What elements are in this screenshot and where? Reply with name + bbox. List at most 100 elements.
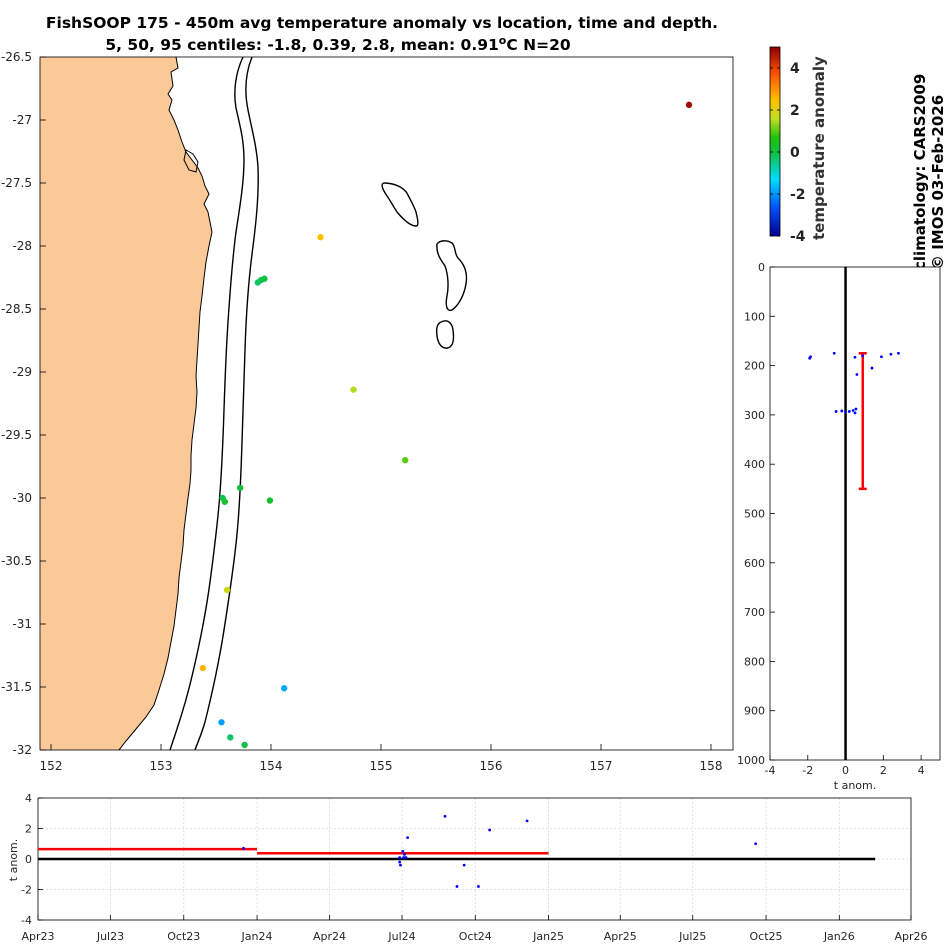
map-y-tick-label: -28.5 <box>1 302 32 316</box>
profile-y-tick-label: 1000 <box>737 754 765 767</box>
profile-x-tick-label: -4 <box>765 764 776 777</box>
profile-axes: -4 -2 0 2 4 0 100 200 300 400 500 600 700 800 900 1000 <box>737 261 925 777</box>
profile-point <box>851 409 855 412</box>
time-series-panel: Apr23 Jul23 Oct23 Jan24 Apr24 Jul24 Oct24 Jan25… <box>7 792 928 943</box>
profile-point <box>861 354 864 358</box>
timeseries-x-tick-label: Oct24 <box>459 930 492 943</box>
timeseries-axes: Apr23 Jul23 Oct23 Jan24 Apr24 Jul24 Oct24 Jan25… <box>21 792 927 943</box>
timeseries-x-tick-label: Apr25 <box>604 930 637 943</box>
colorbar-tick-label: 0 <box>790 145 800 161</box>
profile-axes-frame <box>769 266 941 761</box>
isobath-outer <box>194 57 259 750</box>
map-x-axis: 152 153 154 155 156 157 158 <box>40 744 723 773</box>
profile-point <box>880 355 883 359</box>
profile-y-tick-label: 100 <box>744 310 765 323</box>
map-x-tick-label: 157 <box>590 759 613 773</box>
timeseries-y-tick-label: -2 <box>21 884 32 897</box>
timeseries-x-tick-label: Jan25 <box>532 930 564 943</box>
map-point <box>317 233 324 241</box>
map-point <box>281 685 288 692</box>
chart-title-line1: FishSOOP 175 - 450m avg temperature anom… <box>46 14 718 32</box>
timeseries-x-tick-label: Apr23 <box>21 930 54 943</box>
seamount-outline-1 <box>381 182 419 227</box>
profile-x-tick-label: -2 <box>802 764 813 777</box>
map-y-tick-label: -29.5 <box>1 428 32 442</box>
seamount-outline-2 <box>436 240 468 312</box>
profile-point <box>897 351 900 355</box>
timeseries-x-tick-label: Oct23 <box>167 930 200 943</box>
profile-y-tick-label: 800 <box>744 655 765 668</box>
timeseries-point <box>242 846 245 850</box>
timeseries-y-tick-label: -4 <box>21 914 32 927</box>
profile-point <box>854 407 858 411</box>
map-points <box>199 101 693 749</box>
profile-point <box>870 366 874 370</box>
map-point <box>350 386 357 393</box>
colorbar-label: temperature anomaly <box>810 56 828 240</box>
timeseries-point <box>462 863 466 867</box>
map-x-tick-label: 153 <box>150 759 173 773</box>
map-y-tick-label: -26.5 <box>1 50 32 64</box>
profile-point <box>853 355 857 359</box>
profile-point <box>853 411 857 415</box>
map-y-tick-label: -27 <box>12 113 32 127</box>
timeseries-point <box>406 836 409 840</box>
colorbar-tick-label: 2 <box>790 103 800 119</box>
profile-y-tick-label: 600 <box>744 557 765 570</box>
bay-island-outline <box>183 149 199 173</box>
copyright-credit: © IMOS 03-Feb-2026 <box>929 95 947 270</box>
timeseries-x-tick-label: Oct25 <box>750 930 783 943</box>
timeseries-y-label: t anom. <box>7 839 20 881</box>
timeseries-x-tick-label: Jul24 <box>387 930 415 943</box>
timeseries-x-tick-label: Jul23 <box>96 930 124 943</box>
profile-y-tick-label: 0 <box>758 261 765 274</box>
profile-x-label: t anom. <box>834 779 876 792</box>
map-y-tick-label: -27.5 <box>1 176 32 190</box>
profile-point <box>840 409 844 413</box>
map-y-tick-label: -28 <box>12 239 32 253</box>
profile-y-tick-label: 400 <box>744 458 765 471</box>
map-point <box>402 457 409 464</box>
map-point <box>266 497 274 504</box>
map-y-tick-label: -30.5 <box>1 554 32 568</box>
map-point <box>241 741 248 749</box>
timeseries-y-tick-label: 0 <box>25 853 32 866</box>
map-x-tick-label: 158 <box>700 759 723 773</box>
profile-point <box>855 373 859 376</box>
map-point <box>685 101 693 109</box>
timeseries-marks <box>38 814 876 888</box>
timeseries-point <box>525 819 529 823</box>
map-panel: 152 153 154 155 156 157 158 -26.5-27-27.5-28-2… <box>1 46 828 773</box>
timeseries-point <box>399 863 402 867</box>
map-x-tick-label: 155 <box>370 759 393 773</box>
profile-point <box>844 410 847 414</box>
colorbar-tick-label: -2 <box>790 187 806 203</box>
map-y-tick-label: -32 <box>12 743 32 757</box>
map-x-tick-label: 154 <box>260 759 283 773</box>
timeseries-y-tick-label: 2 <box>25 823 32 836</box>
climatology-credit: climatology: CARS2009 <box>911 74 929 270</box>
map-point <box>227 734 234 741</box>
timeseries-point <box>443 814 447 818</box>
seamount-outline-3 <box>435 320 455 349</box>
map-point <box>223 586 231 594</box>
timeseries-point <box>398 860 402 864</box>
timeseries-point <box>398 856 402 859</box>
profile-point <box>832 351 836 355</box>
map-axes-frame <box>39 56 734 751</box>
timeseries-point <box>488 828 492 832</box>
coastline <box>118 57 213 750</box>
profile-x-tick-label: 2 <box>880 764 887 777</box>
profile-point <box>847 410 851 413</box>
timeseries-point <box>754 842 758 846</box>
profile-x-tick-label: 4 <box>918 764 925 777</box>
timeseries-x-tick-label: Jan24 <box>241 930 273 943</box>
timeseries-point <box>402 856 406 859</box>
profile-y-tick-label: 500 <box>744 508 765 521</box>
profile-marks <box>808 267 900 760</box>
map-point <box>237 484 244 492</box>
timeseries-point <box>477 885 480 888</box>
map-y-tick-label: -29 <box>12 365 32 379</box>
profile-x-tick-label: 0 <box>842 764 849 777</box>
